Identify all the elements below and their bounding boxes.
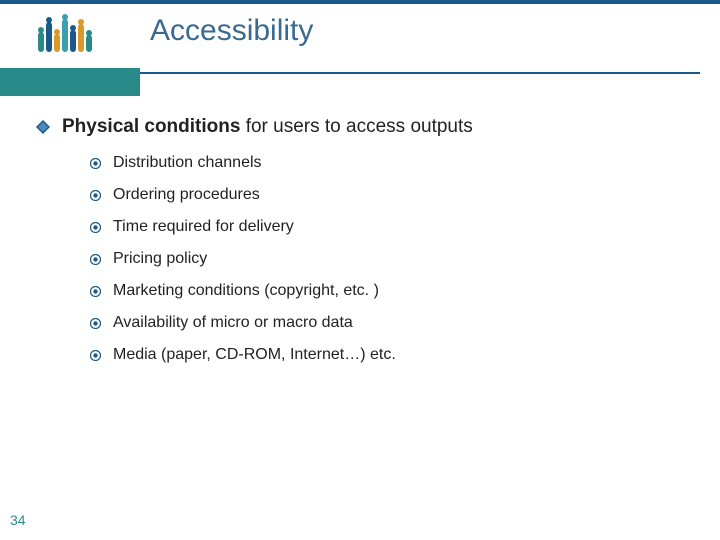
sub-bullet-text: Availability of micro or macro data: [113, 314, 353, 332]
main-bullet-row: Physical conditions for users to access …: [36, 116, 676, 138]
sub-bullet-row: Availability of micro or macro data: [90, 314, 676, 332]
logo-bar: [62, 19, 68, 52]
logo-bar: [70, 30, 76, 52]
circle-bullet-icon: [90, 350, 101, 361]
sub-bullet-row: Ordering procedures: [90, 186, 676, 204]
circle-bullet-icon: [90, 190, 101, 201]
sub-bullet-text: Time required for delivery: [113, 218, 294, 236]
main-bullet-text: Physical conditions for users to access …: [62, 116, 473, 138]
title-underline: [140, 72, 700, 74]
circle-bullet-icon: [90, 286, 101, 297]
sub-bullet-text: Marketing conditions (copyright, etc. ): [113, 282, 379, 300]
sub-bullet-row: Distribution channels: [90, 154, 676, 172]
sub-bullet-row: Time required for delivery: [90, 218, 676, 236]
logo-bars: [38, 14, 92, 52]
circle-bullet-icon: [90, 254, 101, 265]
main-bullet-rest: for users to access outputs: [240, 116, 472, 137]
sub-bullet-text: Distribution channels: [113, 154, 262, 172]
sub-bullet-text: Ordering procedures: [113, 186, 260, 204]
slide-content: Physical conditions for users to access …: [36, 116, 676, 378]
top-accent-bar: [0, 0, 720, 4]
circle-bullet-icon: [90, 222, 101, 233]
logo-bar: [86, 35, 92, 52]
circle-bullet-icon: [90, 158, 101, 169]
teal-accent-block: [0, 68, 140, 96]
sub-bullet-text: Pricing policy: [113, 250, 207, 268]
sub-bullet-list: Distribution channels Ordering procedure…: [90, 154, 676, 364]
main-bullet-bold: Physical conditions: [62, 116, 240, 137]
slide-header: Accessibility: [0, 8, 720, 62]
sub-bullet-row: Pricing policy: [90, 250, 676, 268]
circle-bullet-icon: [90, 318, 101, 329]
slide-title: Accessibility: [150, 14, 313, 48]
logo-bar: [46, 22, 52, 52]
sub-bullet-row: Media (paper, CD-ROM, Internet…) etc.: [90, 346, 676, 364]
sub-bullet-text: Media (paper, CD-ROM, Internet…) etc.: [113, 346, 396, 364]
diamond-bullet-icon: [36, 120, 50, 134]
page-number: 34: [10, 512, 26, 528]
sub-bullet-row: Marketing conditions (copyright, etc. ): [90, 282, 676, 300]
logo-bar: [38, 32, 44, 52]
logo-bar: [78, 24, 84, 52]
logo-bar: [54, 34, 60, 52]
